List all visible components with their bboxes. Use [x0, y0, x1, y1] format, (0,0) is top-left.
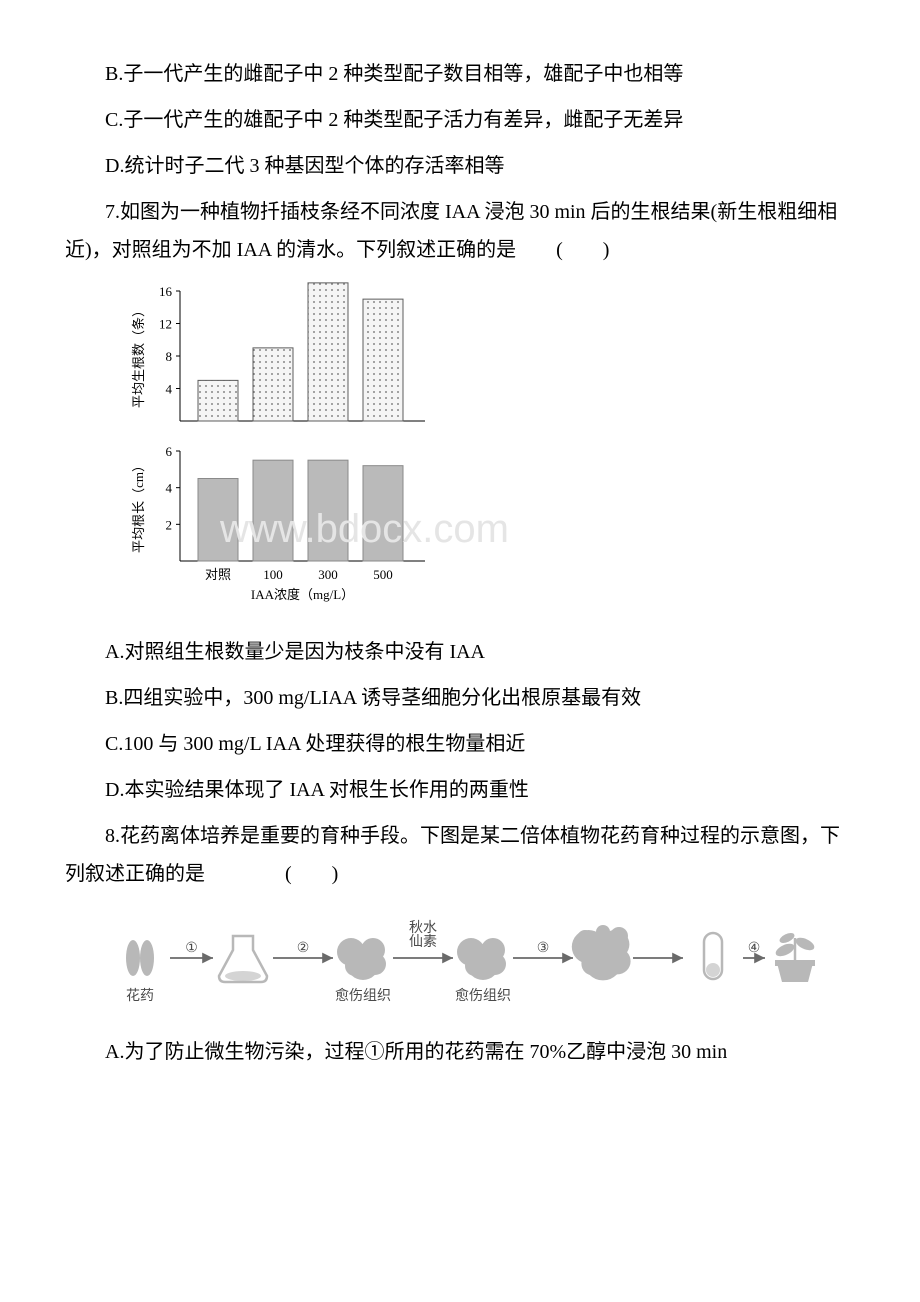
- q7-bar-charts: 4 8 12 16 平均生根数（条） 2 4 6 对照 100 300 500 IAA浓度（mg/L） 平…: [125, 281, 445, 621]
- q8-option-a: A.为了防止微生物污染，过程①所用的花药需在 70%乙醇中浸泡 30 min: [65, 1033, 855, 1071]
- q7-option-c: C.100 与 300 mg/L IAA 处理获得的根生物量相近: [65, 725, 855, 763]
- svg-text:4: 4: [166, 481, 173, 496]
- svg-text:愈伤组织: 愈伤组织: [455, 988, 511, 1004]
- svg-text:①: ①: [185, 941, 198, 956]
- q8-diagram: 花药 愈伤组织 愈伤组织 ① ② 秋水仙素 ③ ④: [105, 908, 855, 1018]
- q8-flowchart: 花药 愈伤组织 愈伤组织 ① ② 秋水仙素 ③ ④: [105, 908, 865, 1018]
- svg-text:8: 8: [166, 349, 173, 364]
- svg-text:IAA浓度（mg/L）: IAA浓度（mg/L）: [251, 587, 354, 602]
- svg-text:平均根长（cm）: 平均根长（cm）: [131, 459, 146, 553]
- svg-text:愈伤组织: 愈伤组织: [335, 988, 391, 1004]
- q6-option-c: C.子一代产生的雄配子中 2 种类型配子活力有差异，雌配子无差异: [65, 101, 855, 139]
- q7-option-b: B.四组实验中，300 mg/LIAA 诱导茎细胞分化出根原基最有效: [65, 679, 855, 717]
- q7-option-d: D.本实验结果体现了 IAA 对根生长作用的两重性: [65, 771, 855, 809]
- q8-stem: 8.花药离体培养是重要的育种手段。下图是某二倍体植物花药育种过程的示意图，下列叙…: [65, 817, 855, 893]
- svg-text:③: ③: [537, 941, 550, 956]
- svg-text:16: 16: [159, 284, 173, 299]
- svg-text:对照: 对照: [205, 567, 231, 582]
- svg-text:平均生根数（条）: 平均生根数（条）: [131, 304, 146, 408]
- svg-text:500: 500: [373, 567, 393, 582]
- q6-option-b: B.子一代产生的雌配子中 2 种类型配子数目相等，雄配子中也相等: [65, 55, 855, 93]
- q7-chart: 4 8 12 16 平均生根数（条） 2 4 6 对照 100 300 500 IAA浓度（mg/L） 平…: [125, 281, 855, 621]
- svg-text:300: 300: [318, 567, 338, 582]
- q6-option-d: D.统计时子二代 3 种基因型个体的存活率相等: [65, 147, 855, 185]
- q7-stem: 7.如图为一种植物扦插枝条经不同浓度 IAA 浸泡 30 min 后的生根结果(…: [65, 193, 855, 269]
- svg-text:②: ②: [297, 941, 310, 956]
- svg-text:100: 100: [263, 567, 283, 582]
- svg-text:2: 2: [166, 517, 173, 532]
- svg-text:4: 4: [166, 382, 173, 397]
- svg-text:④: ④: [748, 941, 761, 956]
- q7-option-a: A.对照组生根数量少是因为枝条中没有 IAA: [65, 633, 855, 671]
- svg-text:12: 12: [159, 317, 172, 332]
- svg-text:6: 6: [166, 444, 173, 459]
- svg-text:秋水: 秋水: [409, 920, 437, 936]
- svg-text:花药: 花药: [126, 988, 154, 1004]
- svg-text:仙素: 仙素: [409, 934, 437, 950]
